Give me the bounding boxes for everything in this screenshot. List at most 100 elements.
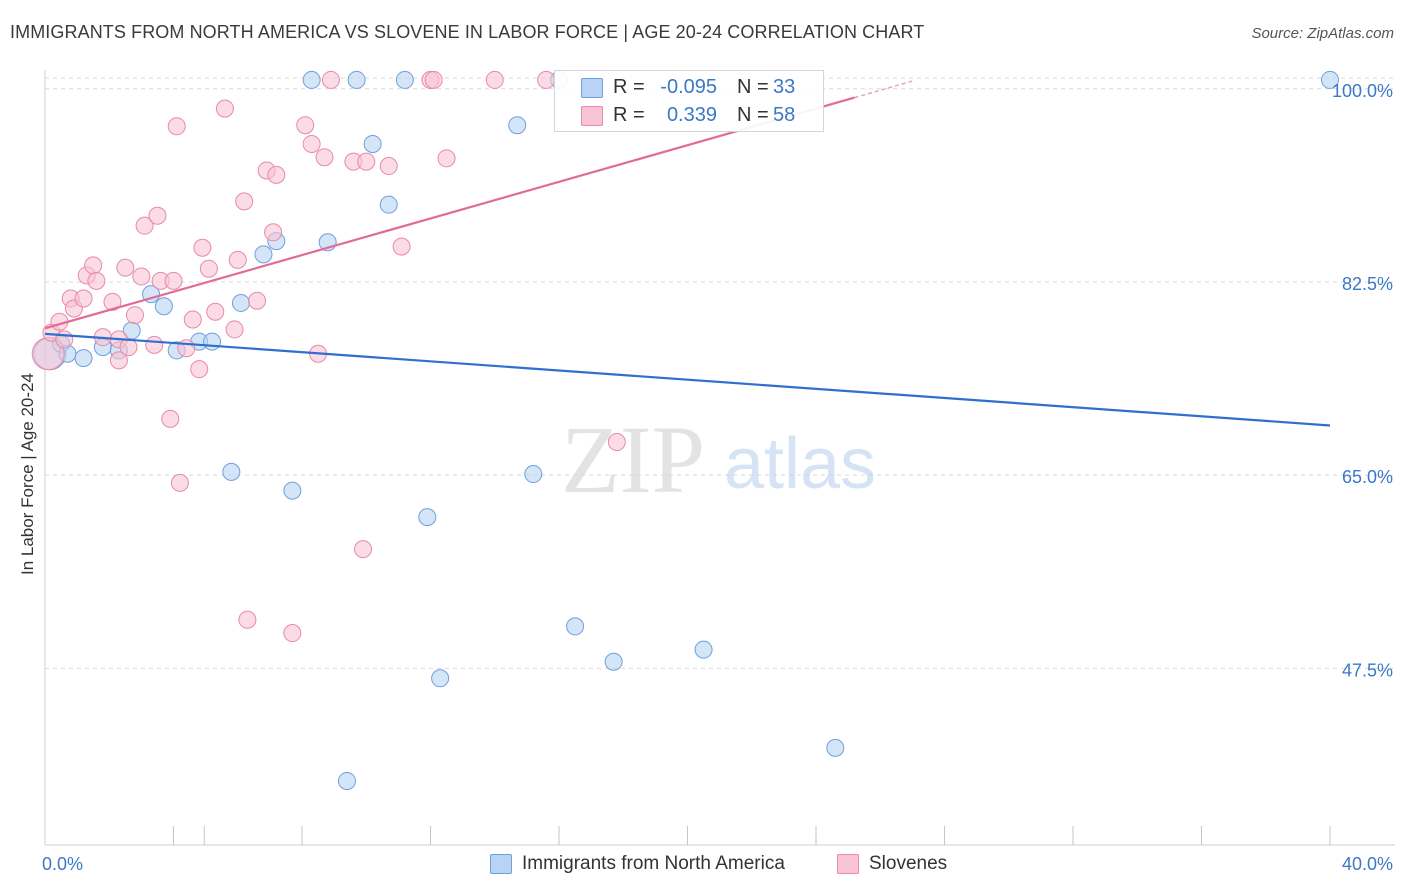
y-axis-title: In Labor Force | Age 20-24 [18,373,37,575]
immigrants-point [337,771,356,790]
y-tick-label: 65.0% [1342,467,1393,487]
immigrants-point [431,669,450,688]
slovenes-point [109,351,128,370]
slovenes-point [177,339,196,358]
immigrants-point [418,508,437,527]
slovenes-point [357,152,376,171]
slovenes-point [607,433,626,452]
immigrants-point [254,245,273,264]
trend-lines [44,80,1331,427]
immigrants-trend-line [44,332,1331,427]
legend-r-value-slovenes: 0.339 [666,104,717,126]
series-name-immigrants: Immigrants from North America [522,853,785,874]
data-points [31,70,1339,790]
slovenes-point [206,302,225,321]
slovenes-point [125,306,144,325]
source-label: Source: ZipAtlas.com [1251,25,1394,42]
slovenes-point [183,310,202,329]
immigrants-point [1321,70,1339,89]
slovenes-point [215,99,234,118]
slovenes-point [283,624,302,643]
immigrants-point [347,70,366,89]
slovenes-point [485,70,504,89]
slovenes-point [87,271,106,290]
immigrants-point [302,70,321,89]
immigrants-point [203,332,222,351]
immigrants-point [694,640,713,659]
slovenes-point [148,206,167,225]
slovenes-point [225,320,244,339]
slovenes-point [392,237,411,256]
legend-r-value-immigrants: -0.095 [660,76,717,98]
y-tick-label: 47.5% [1342,660,1393,680]
immigrants-point [524,465,543,484]
legend-swatch-slovenes [581,106,603,126]
slovenes-point [116,258,135,277]
watermark: ZIP atlas [561,406,876,513]
series-swatch-slovenes [837,854,859,874]
slovenes-point [103,292,122,311]
correlation-legend: R = -0.095 N = 33 R = 0.339 N = 58 [554,70,824,132]
immigrants-point [379,195,398,214]
tick-labels: 100.0% 82.5% 65.0% 47.5% 0.0% 40.0% [42,81,1393,874]
series-legend: Immigrants from North America Slovenes [0,852,1406,878]
immigrants-point [508,116,527,135]
immigrants-point [363,134,382,153]
x-tick-label: 40.0% [1342,854,1393,874]
slovenes-point [315,148,334,167]
series-name-slovenes: Slovenes [869,853,948,874]
legend-n-label: N = [737,104,769,126]
slovenes-point [321,70,340,89]
slovenes-point [228,250,247,269]
slovenes-point [170,473,189,492]
slovenes-point [55,330,74,349]
slovenes-point [354,540,373,559]
slovenes-point [199,259,218,278]
slovenes-point [119,338,138,357]
slovenes-trend-line [44,96,855,330]
slovenes-point [74,289,93,308]
watermark-zip: ZIP [561,406,705,513]
slovenes-point [238,610,257,629]
watermark-atlas: atlas [724,424,876,504]
immigrants-point [566,617,585,636]
immigrants-point [395,70,414,89]
slovenes-point [132,267,151,286]
slovenes-point [167,117,186,136]
slovenes-point [164,271,183,290]
legend-swatch-immigrants [581,78,603,98]
axes [44,70,1395,846]
slovenes-trend-extension [854,80,913,99]
slovenes-point [264,223,283,242]
immigrants-point [222,462,241,481]
slovenes-point [190,360,209,379]
immigrants-point [826,738,845,757]
slovenes-point [537,70,556,89]
slovenes-point [437,149,456,168]
immigrants-point [74,349,93,368]
legend-r-label: R = [613,76,645,98]
slovenes-point [267,165,286,184]
legend-n-label: N = [737,76,769,98]
immigrants-point [231,293,250,312]
slovenes-point [296,116,315,135]
immigrants-point [283,481,302,500]
legend-r-label: R = [613,104,645,126]
legend-n-value-slovenes: 58 [773,104,796,126]
gridlines [45,77,1395,669]
legend-n-value-immigrants: 33 [773,76,796,98]
slovenes-point [302,134,321,153]
series-swatch-immigrants [490,854,512,874]
immigrants-point [154,297,173,316]
slovenes-point [424,70,443,89]
slovenes-point [248,291,267,310]
slovenes-point [379,157,398,176]
slovenes-point [84,256,103,275]
y-tick-label: 82.5% [1342,274,1393,294]
slovenes-point [135,216,154,235]
immigrants-point [604,652,623,671]
x-tick-label: 0.0% [42,854,83,874]
slovenes-point [145,335,164,354]
slovenes-point [235,192,254,211]
